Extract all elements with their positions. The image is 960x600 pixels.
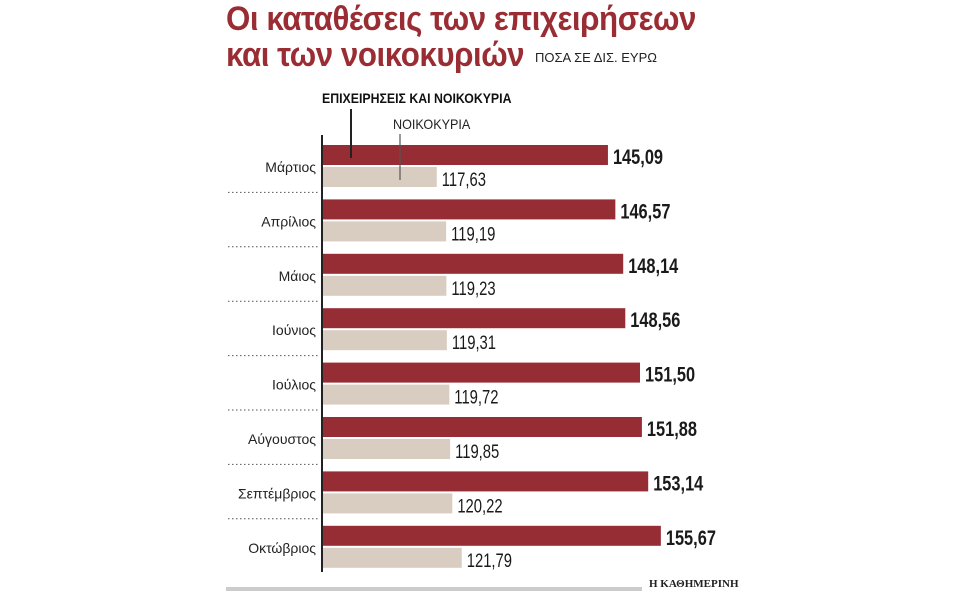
total-value-label: 151,88 <box>647 417 697 440</box>
households-value-label: 119,72 <box>454 387 498 408</box>
total-bar <box>322 199 616 220</box>
households-bar <box>322 439 451 459</box>
total-bar <box>322 362 640 383</box>
total-bar <box>322 253 624 274</box>
households-bar <box>322 330 447 351</box>
category-label: Μάιος <box>279 268 317 284</box>
chart-title-line1: Οι καταθέσεις των επιχειρήσεων <box>226 0 696 38</box>
households-bar <box>322 493 453 514</box>
category-label: Ιούλιος <box>272 377 316 393</box>
households-value-label: 117,63 <box>442 169 486 190</box>
households-value-label: 119,31 <box>452 332 496 353</box>
households-bar <box>322 384 450 405</box>
category-label: Σεπτέμβριος <box>238 485 316 501</box>
category-label: Απρίλιος <box>261 213 316 229</box>
households-bar <box>322 275 447 296</box>
legend-households: ΝΟΙΚΟΚΥΡΙΑ <box>393 116 471 132</box>
total-bar <box>322 471 649 492</box>
total-bar <box>322 308 626 329</box>
households-bar <box>322 167 437 187</box>
total-value-label: 153,14 <box>653 471 704 494</box>
total-value-label: 145,09 <box>613 145 663 168</box>
source-credit: Η ΚΑΘΗΜΕΡΙΝΗ <box>649 578 739 590</box>
households-bar <box>322 221 447 242</box>
households-value-label: 119,19 <box>451 224 495 245</box>
households-value-label: 120,22 <box>457 496 502 517</box>
total-bar <box>322 145 608 165</box>
households-value-label: 119,85 <box>455 441 499 462</box>
chart-subtitle: ΠΟΣΑ ΣΕ ΔΙΣ. ΕΥΡΩ <box>535 50 657 65</box>
households-value-label: 121,79 <box>467 550 512 571</box>
category-label: Οκτώβριος <box>248 540 316 556</box>
total-value-label: 148,56 <box>630 308 680 331</box>
total-bar <box>322 417 642 437</box>
households-value-label: 119,23 <box>451 278 495 299</box>
total-value-label: 155,67 <box>666 526 716 549</box>
total-value-label: 146,57 <box>620 199 670 222</box>
total-value-label: 151,50 <box>645 363 695 386</box>
category-label: Αύγουστος <box>248 431 316 447</box>
total-value-label: 148,14 <box>628 254 679 277</box>
legend-total: ΕΠΙΧΕΙΡΗΣΕΙΣ ΚΑΙ ΝΟΙΚΟΚΥΡΙΑ <box>322 90 512 106</box>
category-label: Μάρτιος <box>265 159 316 175</box>
category-label: Ιούνιος <box>272 322 316 338</box>
total-bar <box>322 525 661 546</box>
households-bar <box>322 547 462 568</box>
chart-title-line2: και των νοικοκυριών <box>226 36 525 74</box>
